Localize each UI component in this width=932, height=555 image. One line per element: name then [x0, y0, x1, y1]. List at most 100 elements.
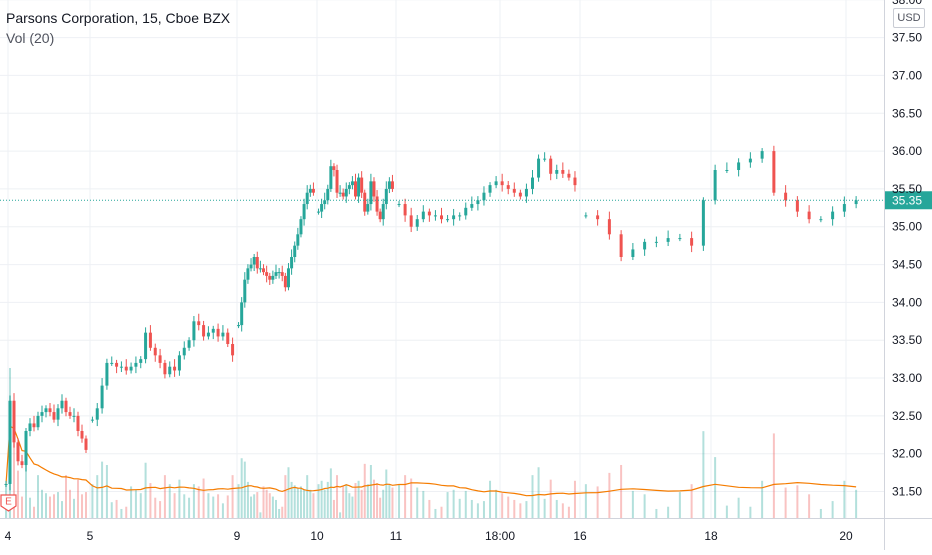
candle-body [36, 415, 40, 428]
volume-bar [120, 508, 123, 518]
candle-body [482, 192, 486, 201]
candle-body [60, 400, 64, 409]
volume-bar [342, 486, 345, 518]
y-tick-label: 32.00 [892, 447, 922, 461]
volume-bar [312, 493, 315, 518]
candle-body [305, 192, 309, 205]
y-tick-label: 38.00 [892, 0, 922, 7]
candle-body [95, 408, 99, 420]
volume-bar [125, 506, 128, 518]
volume-bar [749, 506, 752, 518]
volume-bar [33, 506, 35, 518]
candle-body [518, 192, 522, 197]
candle-body [854, 200, 858, 205]
volume-bar [290, 481, 293, 518]
volume-bar [507, 496, 510, 518]
candle-body [549, 158, 553, 174]
candle-body [531, 177, 534, 189]
volume-bar [183, 494, 186, 518]
volume-bar [243, 461, 246, 518]
candle-body [403, 204, 407, 216]
candle-body [357, 177, 361, 197]
y-tick-label: 36.00 [892, 144, 922, 158]
volume-bar [549, 479, 552, 518]
volume-bar [391, 487, 394, 518]
candle-body [372, 181, 376, 197]
candle-body [265, 272, 269, 276]
earnings-flag-icon[interactable]: E [0, 494, 17, 512]
candle-body [129, 366, 133, 371]
y-tick-label: 34.00 [892, 295, 922, 309]
currency-badge[interactable]: USD [893, 8, 925, 28]
volume-bar [404, 475, 407, 518]
last-price-line: 35.35 [0, 191, 932, 210]
candle-body [216, 328, 220, 337]
volume-bar [519, 503, 522, 518]
candle-body [323, 200, 327, 205]
candle-body [335, 170, 339, 193]
volume-bar [357, 480, 360, 518]
volume-bar [130, 486, 133, 518]
volume-bar [584, 484, 587, 518]
volume-bar [317, 484, 320, 518]
volume-bar [91, 484, 94, 518]
volume-bar [452, 489, 455, 518]
last-price-label-bg [885, 191, 932, 210]
candle-body [4, 483, 8, 485]
volume-bar [410, 478, 413, 518]
x-tick-label: 9 [234, 529, 241, 543]
candle-body [584, 215, 588, 217]
candle-body [153, 347, 157, 356]
volume-bar [784, 487, 787, 518]
volume-bar [309, 489, 312, 518]
volume-bar [808, 494, 811, 518]
candle-body [458, 215, 462, 217]
candle-body [44, 408, 48, 413]
candle-body [446, 219, 450, 221]
volume-bar [339, 512, 342, 518]
candle-body [440, 215, 443, 220]
candle-body [299, 219, 303, 235]
volume-bar [134, 489, 137, 518]
volume-bar [326, 481, 329, 518]
chart-legend: Parsons Corporation, 15, Cboe BZX Vol (2… [6, 8, 230, 48]
volume-bar [372, 479, 375, 518]
candle-body [567, 173, 571, 178]
volume-bar [385, 469, 388, 518]
candle-body [115, 362, 119, 367]
y-tick-label: 37.50 [892, 31, 922, 45]
volume-bar [446, 492, 449, 518]
candle-body [134, 362, 138, 367]
volume-bar [105, 464, 108, 518]
volume-bar [29, 497, 31, 518]
volume-bar [299, 486, 302, 518]
volume-bar [360, 489, 363, 518]
candle-body [277, 272, 281, 274]
volume-bar [555, 499, 558, 518]
candle-body [363, 192, 367, 212]
grid-lines [0, 0, 884, 518]
candle-body [144, 332, 148, 360]
volume-bar [163, 475, 166, 518]
candle-body [690, 238, 694, 246]
candle-body [760, 151, 764, 159]
candle-body [40, 412, 44, 416]
volume-bar [434, 508, 437, 518]
volume-bar [596, 486, 599, 518]
volume-bar [281, 506, 284, 518]
volume-bar [501, 493, 504, 518]
x-tick-label: 4 [5, 529, 12, 543]
candle-body [819, 219, 823, 221]
volume-bar [537, 467, 540, 518]
volume-bar [256, 492, 259, 518]
candle-body [464, 207, 468, 216]
candle-body [177, 355, 181, 371]
volume-bar [65, 475, 67, 518]
volume-bar [458, 498, 461, 518]
volume-bar [678, 492, 681, 518]
volume-bar [379, 497, 382, 518]
candle-body [384, 188, 388, 205]
